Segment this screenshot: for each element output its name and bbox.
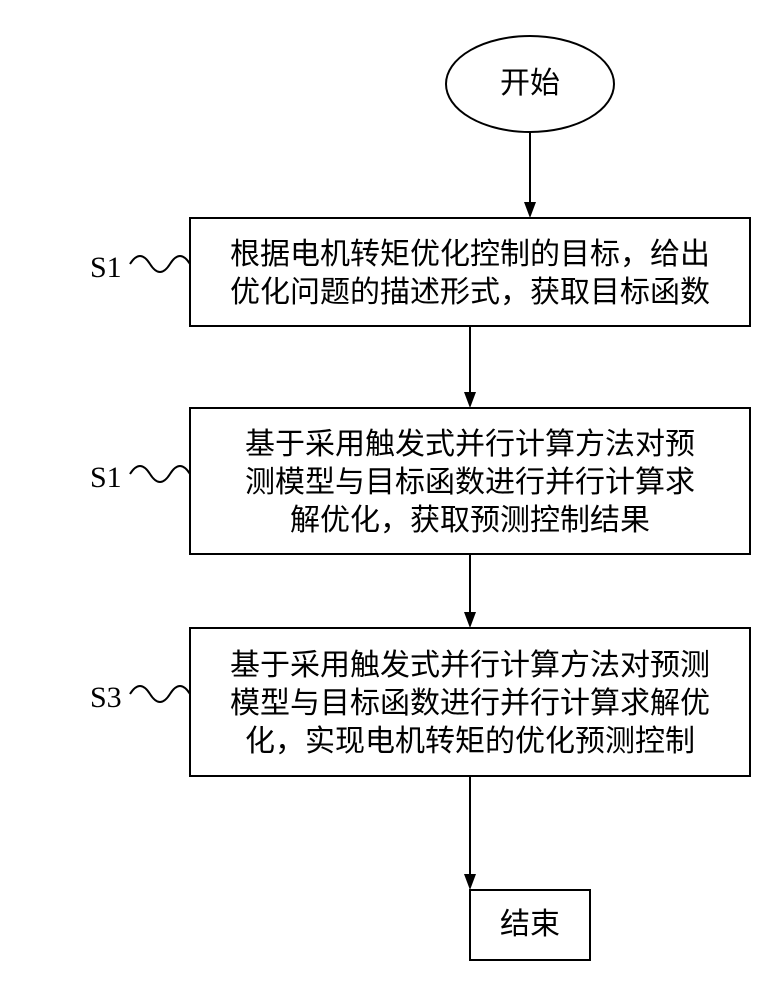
step-text-line: 根据电机转矩优化控制的目标，给出: [230, 238, 710, 271]
step-text-line: 基于采用触发式并行计算方法对预: [245, 428, 695, 461]
step-label: S3: [90, 681, 122, 714]
step-text-line: 化，实现电机转矩的优化预测控制: [245, 725, 695, 758]
end-label: 结束: [500, 908, 560, 941]
step-text-line: 解优化，获取预测控制结果: [290, 504, 650, 537]
step-text-line: 测模型与目标函数进行并行计算求: [245, 466, 695, 499]
step-text-line: 优化问题的描述形式，获取目标函数: [230, 276, 710, 309]
step-text-line: 模型与目标函数进行并行计算求解优: [230, 687, 710, 720]
start-label: 开始: [500, 67, 560, 100]
step-label: S1: [90, 461, 122, 494]
step-text-line: 基于采用触发式并行计算方法对预测: [230, 649, 710, 682]
step-label: S1: [90, 251, 122, 284]
